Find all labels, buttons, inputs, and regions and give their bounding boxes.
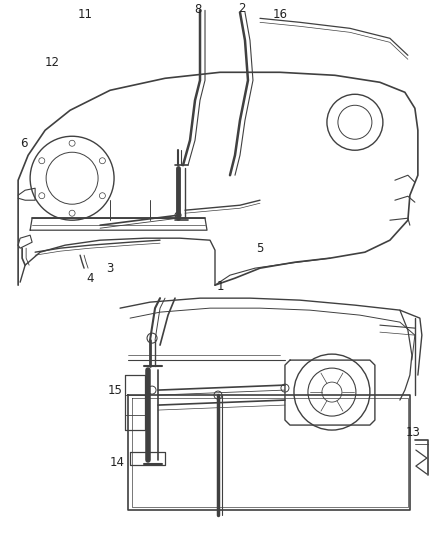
- Text: 11: 11: [78, 8, 92, 21]
- Circle shape: [175, 212, 181, 218]
- Text: 4: 4: [86, 272, 94, 285]
- Circle shape: [148, 386, 156, 394]
- Circle shape: [281, 384, 289, 392]
- Text: 3: 3: [106, 262, 114, 274]
- Text: 2: 2: [238, 2, 246, 15]
- Text: 6: 6: [21, 137, 28, 150]
- Text: 15: 15: [108, 384, 123, 397]
- Text: 5: 5: [256, 241, 264, 255]
- Text: 13: 13: [406, 425, 420, 439]
- Text: 14: 14: [110, 456, 124, 469]
- Text: 16: 16: [272, 8, 287, 21]
- Text: 8: 8: [194, 3, 202, 16]
- Text: 1: 1: [216, 280, 224, 293]
- Text: 12: 12: [45, 56, 60, 69]
- Circle shape: [214, 391, 222, 399]
